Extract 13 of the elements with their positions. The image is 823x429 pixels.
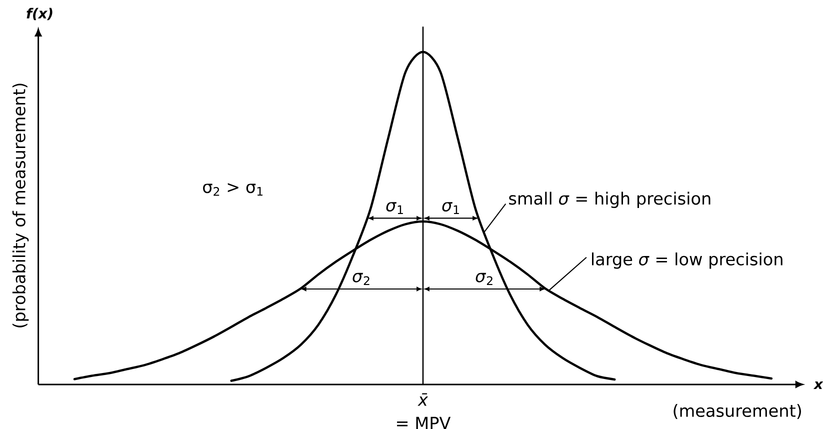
annotation: σ$_{1}$	[386, 202, 403, 214]
annotation: σ$_{2}$	[476, 272, 492, 285]
text: f(x)	[26, 8, 52, 20]
x-axis-title: (measurement)	[674, 404, 801, 419]
text: x̄	[418, 393, 428, 406]
y-axis-title: (probability of measurement)	[12, 84, 29, 328]
annotation: σ$_{2}$	[352, 272, 370, 285]
text: large σ = low precision	[592, 252, 782, 269]
text: x	[813, 381, 823, 389]
annotation: σ$_{1}$	[442, 202, 459, 214]
annotation: σ$_{2}$ > σ$_{1}$	[203, 182, 262, 196]
series-label: small σ = high precision	[509, 192, 710, 208]
text: = MPV	[397, 416, 451, 429]
